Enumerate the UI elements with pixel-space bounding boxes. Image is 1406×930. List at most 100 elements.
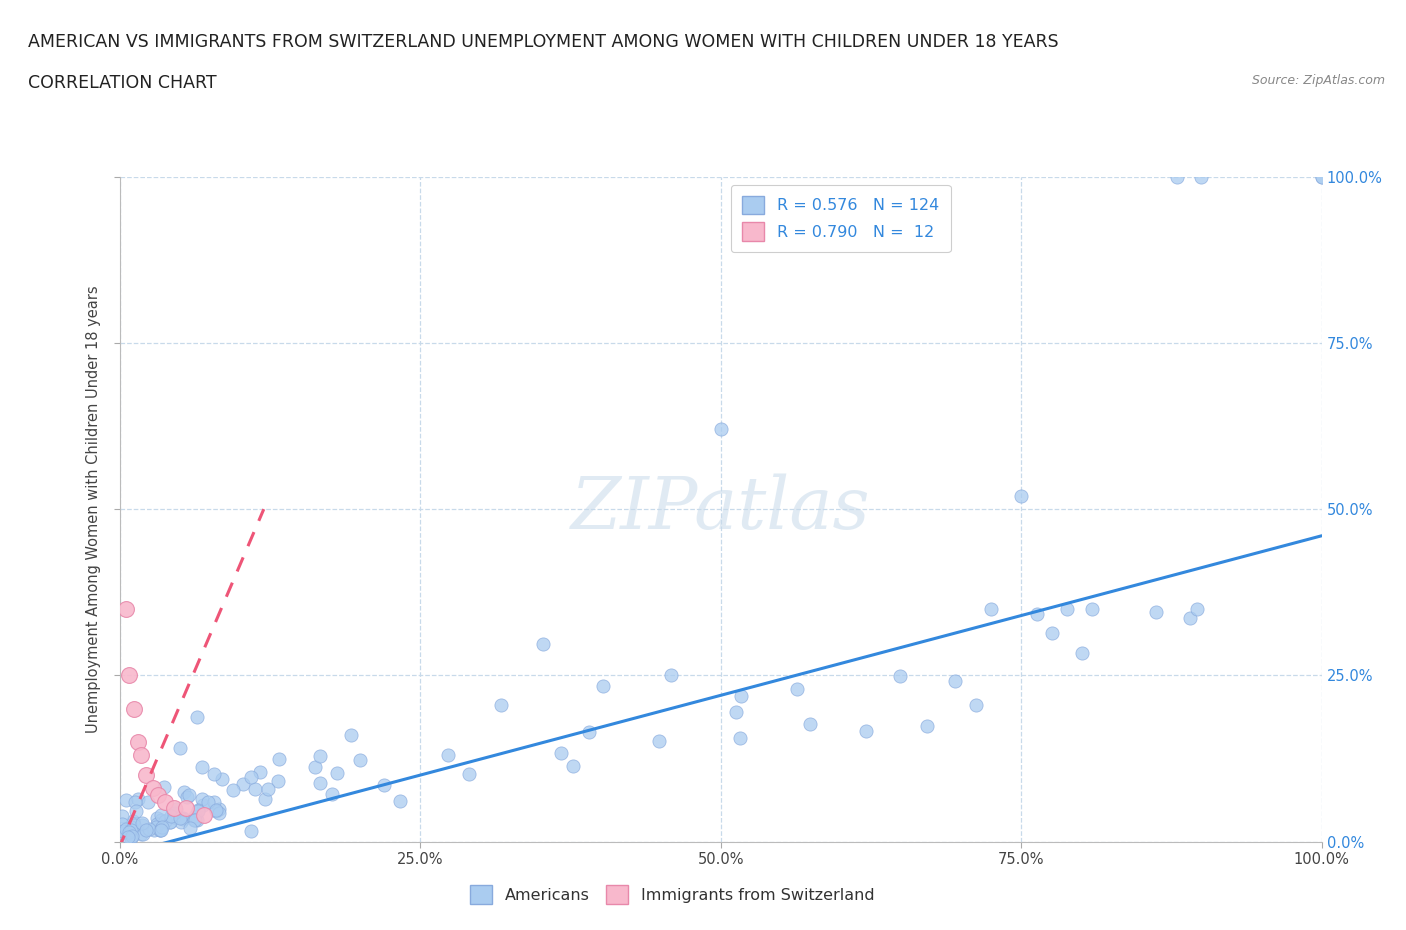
Point: [191, 760, 214, 775]
Point: [127, 791, 149, 806]
Point: [149, 822, 172, 837]
Text: Source: ZipAtlas.com: Source: ZipAtlas.com: [1251, 74, 1385, 87]
Point: [1310, 169, 1333, 184]
Point: [191, 797, 214, 812]
Point: [349, 752, 371, 767]
Point: [457, 767, 479, 782]
Point: [114, 602, 136, 617]
Point: [129, 827, 152, 842]
Point: [179, 788, 201, 803]
Point: [339, 727, 361, 742]
Point: [205, 803, 228, 817]
Point: [131, 817, 153, 832]
Point: [202, 767, 225, 782]
Point: [191, 791, 214, 806]
Point: [135, 823, 157, 838]
Point: [121, 827, 143, 842]
Text: AMERICAN VS IMMIGRANTS FROM SWITZERLAND UNEMPLOYMENT AMONG WOMEN WITH CHILDREN U: AMERICAN VS IMMIGRANTS FROM SWITZERLAND …: [28, 33, 1059, 50]
Point: [1166, 169, 1188, 184]
Point: [170, 814, 193, 829]
Point: [889, 669, 911, 684]
Point: [146, 817, 169, 831]
Point: [120, 819, 142, 834]
Point: [149, 823, 172, 838]
Point: [531, 636, 554, 651]
Point: [142, 781, 165, 796]
Point: [111, 826, 134, 841]
Point: [186, 710, 208, 724]
Text: CORRELATION CHART: CORRELATION CHART: [28, 74, 217, 92]
Point: [153, 794, 176, 809]
Point: [659, 667, 682, 682]
Point: [135, 768, 157, 783]
Point: [326, 766, 349, 781]
Point: [799, 717, 821, 732]
Point: [153, 779, 176, 794]
Point: [186, 812, 208, 827]
Point: [980, 602, 1002, 617]
Point: [187, 803, 209, 817]
Point: [193, 807, 215, 822]
Point: [159, 814, 181, 829]
Point: [239, 824, 262, 839]
Point: [169, 740, 191, 755]
Point: [172, 812, 194, 827]
Point: [243, 781, 266, 796]
Point: [550, 746, 572, 761]
Point: [1056, 602, 1078, 617]
Point: [786, 682, 808, 697]
Point: [1025, 606, 1047, 621]
Point: [222, 782, 245, 797]
Point: [184, 808, 207, 823]
Point: [725, 705, 748, 720]
Point: [115, 792, 138, 807]
Point: [389, 793, 412, 808]
Point: [146, 811, 169, 826]
Point: [169, 810, 191, 825]
Point: [728, 731, 751, 746]
Point: [211, 771, 233, 786]
Point: [1185, 602, 1208, 617]
Point: [129, 748, 152, 763]
Point: [174, 801, 197, 816]
Point: [1144, 604, 1167, 619]
Point: [150, 819, 173, 834]
Point: [173, 784, 195, 799]
Point: [179, 821, 201, 836]
Point: [1010, 488, 1032, 503]
Point: [437, 748, 460, 763]
Point: [122, 701, 145, 716]
Point: [1081, 602, 1104, 617]
Point: [124, 817, 146, 832]
Point: [120, 822, 142, 837]
Point: [561, 759, 583, 774]
Point: [159, 814, 181, 829]
Point: [162, 801, 184, 816]
Point: [149, 823, 172, 838]
Point: [163, 805, 186, 820]
Point: [145, 820, 167, 835]
Point: [124, 794, 146, 809]
Point: [117, 830, 139, 844]
Point: [1310, 169, 1333, 184]
Point: [267, 774, 290, 789]
Point: [915, 718, 938, 733]
Point: [1180, 610, 1202, 625]
Y-axis label: Unemployment Among Women with Children Under 18 years: Unemployment Among Women with Children U…: [86, 286, 101, 733]
Point: [208, 801, 231, 816]
Point: [304, 760, 326, 775]
Point: [267, 751, 290, 766]
Point: [730, 689, 752, 704]
Point: [709, 422, 731, 437]
Legend: Americans, Immigrants from Switzerland: Americans, Immigrants from Switzerland: [464, 879, 882, 910]
Point: [205, 804, 228, 818]
Point: [118, 824, 141, 839]
Point: [122, 814, 145, 829]
Point: [114, 821, 136, 836]
Point: [187, 804, 209, 818]
Point: [965, 698, 987, 712]
Point: [183, 812, 205, 827]
Point: [132, 827, 155, 842]
Point: [125, 804, 148, 818]
Point: [127, 735, 149, 750]
